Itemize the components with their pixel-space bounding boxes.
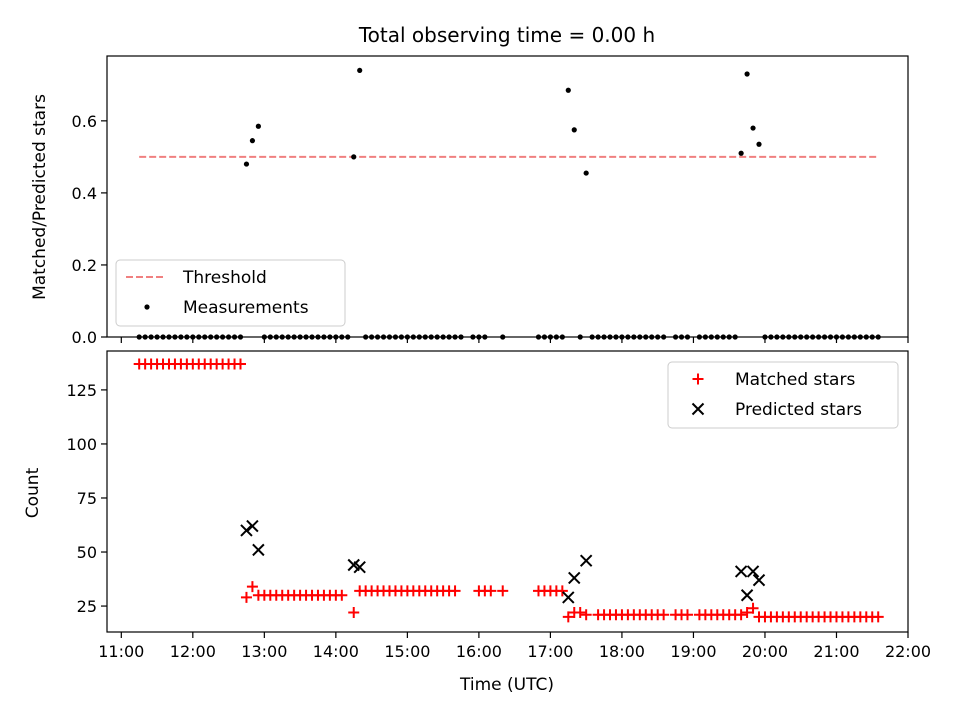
matched-star-point	[747, 602, 759, 614]
predicted-star-point	[579, 554, 593, 567]
count-x-tick-label: 20:00	[742, 642, 788, 661]
figure-title: Total observing time = 0.00 h	[358, 23, 655, 47]
matched-star-point	[240, 591, 252, 603]
predicted-star-point	[240, 524, 253, 537]
ratio-y-tick-label: 0.4	[72, 184, 97, 203]
predicted-legend-label: Predicted stars	[735, 400, 862, 420]
count-x-tick-label: 17:00	[527, 642, 573, 661]
measurement-point	[583, 170, 589, 176]
predicted-star-point	[568, 571, 581, 585]
count-x-tick-label: 21:00	[813, 642, 859, 661]
measurement-point	[565, 87, 571, 93]
ratio-axes-frame	[106, 55, 909, 338]
count-x-tick-label: 12:00	[170, 642, 216, 661]
count-axes-frame	[106, 350, 909, 633]
measurement-point	[351, 154, 357, 160]
count-legend: Matched stars Predicted stars	[667, 361, 899, 429]
count-x-tick-label: 11:00	[98, 642, 144, 661]
matched-star-point	[235, 358, 246, 370]
matched-legend-plus	[692, 373, 704, 385]
count-legend-box	[667, 361, 899, 429]
count-y-tick-label: 125	[66, 381, 97, 400]
count-y-tick-label: 25	[77, 597, 97, 616]
measurement-point	[756, 141, 762, 147]
measurement-point	[738, 150, 744, 156]
threshold-legend-label: Threshold	[182, 268, 267, 288]
matched-star-point	[872, 611, 884, 623]
count-x-tick-label: 22:00	[885, 642, 931, 661]
count-y-tick-label: 75	[77, 489, 97, 508]
matched-star-point	[753, 611, 765, 623]
measurement-point	[249, 138, 256, 144]
predicted-star-point	[252, 543, 265, 557]
matched-legend-label: Matched stars	[735, 370, 855, 390]
matched-star-point	[336, 589, 348, 601]
measurement-point	[571, 127, 577, 133]
ratio-x-ticks	[120, 337, 909, 343]
count-x-tick-label: 15:00	[384, 642, 430, 661]
measurement-point	[255, 123, 261, 129]
ratio-y-tick-label: 0.2	[72, 256, 97, 275]
ratio-y-axis-label: Matched/Predicted stars	[30, 94, 50, 300]
matched-star-point	[556, 585, 568, 597]
ratio-panel: 0.0 0.2 0.4 0.6 Matched/Predicted stars Thr…	[30, 55, 909, 347]
count-x-ticks: 11:00 12:00 13:00 14:00 15:00 16:00 17:00 18:00…	[98, 632, 931, 661]
ratio-legend: Threshold Measurements	[115, 259, 346, 327]
count-x-tick-label: 13:00	[241, 642, 287, 661]
predicted-star-point	[562, 591, 575, 604]
predicted-legend-cross	[691, 402, 705, 416]
matched-star-point	[658, 609, 670, 621]
matched-star-point	[354, 585, 366, 597]
matched-star-point	[574, 607, 586, 619]
ratio-y-tick-label: 0.6	[72, 112, 97, 131]
count-panel: 25 50 75 100 125 11:00 12:00 13:00 14:00 15:00 16…	[23, 350, 931, 695]
matched-star-point	[681, 609, 693, 621]
predicted-star-point	[246, 519, 259, 533]
count-y-tick-label: 50	[77, 543, 97, 562]
measurement-point	[744, 71, 750, 77]
measurements-legend-marker	[144, 304, 150, 310]
predicted-star-point	[353, 560, 366, 574]
matched-star-point	[449, 585, 461, 597]
measurement-point	[357, 67, 363, 74]
matched-star-point	[485, 585, 497, 597]
ratio-y-ticks: 0.0 0.2 0.4 0.6	[72, 112, 107, 347]
predicted-legend-marker	[691, 402, 705, 416]
matched-star-point	[580, 609, 592, 621]
ratio-legend-box	[115, 259, 346, 327]
measurement-point	[243, 161, 250, 167]
predicted-star-point	[746, 565, 760, 578]
count-x-tick-label: 16:00	[456, 642, 502, 661]
matched-star-point	[735, 609, 747, 621]
predicted-star-point	[734, 565, 748, 578]
count-y-axis-label: Count	[23, 467, 43, 518]
predicted-star-point	[740, 589, 754, 602]
predicted-star-point	[752, 573, 766, 587]
matched-star-point	[348, 607, 360, 619]
count-y-ticks: 25 50 75 100 125	[66, 381, 107, 616]
matched-star-point	[741, 607, 753, 619]
matched-star-point	[246, 581, 258, 593]
ratio-y-tick-label: 0.0	[72, 328, 97, 347]
count-marks	[133, 358, 884, 623]
matched-star-point	[562, 611, 574, 623]
measurement-point	[750, 125, 756, 131]
matched-star-point	[497, 585, 509, 597]
measurements-legend-label: Measurements	[183, 298, 309, 318]
matched-legend-marker	[692, 373, 704, 385]
matched-star-point	[252, 589, 264, 601]
count-x-tick-label: 14:00	[313, 642, 359, 661]
count-x-tick-label: 18:00	[599, 642, 645, 661]
count-x-axis-label: Time (UTC)	[459, 675, 554, 695]
count-x-tick-label: 19:00	[670, 642, 716, 661]
count-y-tick-label: 100	[66, 435, 97, 454]
